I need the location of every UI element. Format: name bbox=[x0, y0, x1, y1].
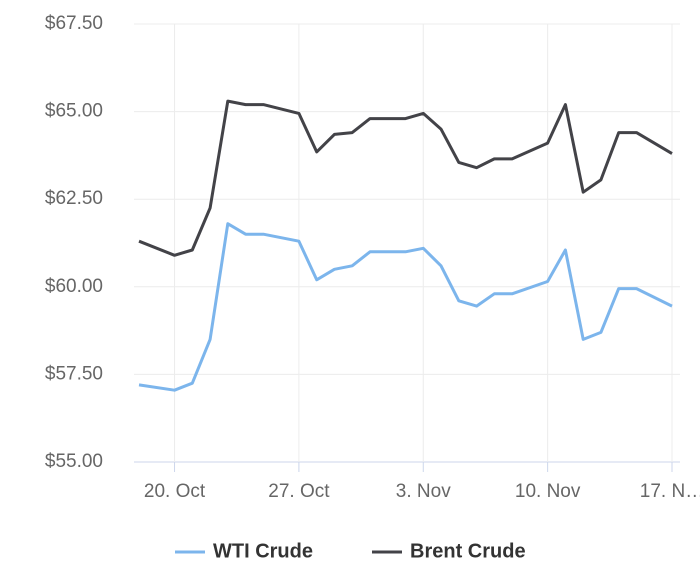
y-tick-label: $57.50 bbox=[45, 363, 103, 384]
x-tick-label: 10. Nov bbox=[515, 481, 581, 502]
legend-label: Brent Crude bbox=[410, 540, 526, 562]
x-tick-label: 27. Oct bbox=[268, 481, 330, 502]
x-tick-label: 17. N… bbox=[640, 481, 700, 502]
y-tick-label: $60.00 bbox=[45, 276, 103, 297]
y-tick-label: $55.00 bbox=[45, 451, 103, 472]
x-tick-label: 3. Nov bbox=[396, 481, 451, 502]
y-tick-label: $67.50 bbox=[45, 13, 103, 34]
line-series bbox=[138, 222, 673, 392]
y-tick-label: $65.00 bbox=[45, 101, 103, 122]
x-tick-label: 20. Oct bbox=[144, 481, 206, 502]
line-series bbox=[138, 99, 673, 257]
legend-label: WTI Crude bbox=[213, 540, 313, 562]
y-tick-label: $62.50 bbox=[45, 188, 103, 209]
